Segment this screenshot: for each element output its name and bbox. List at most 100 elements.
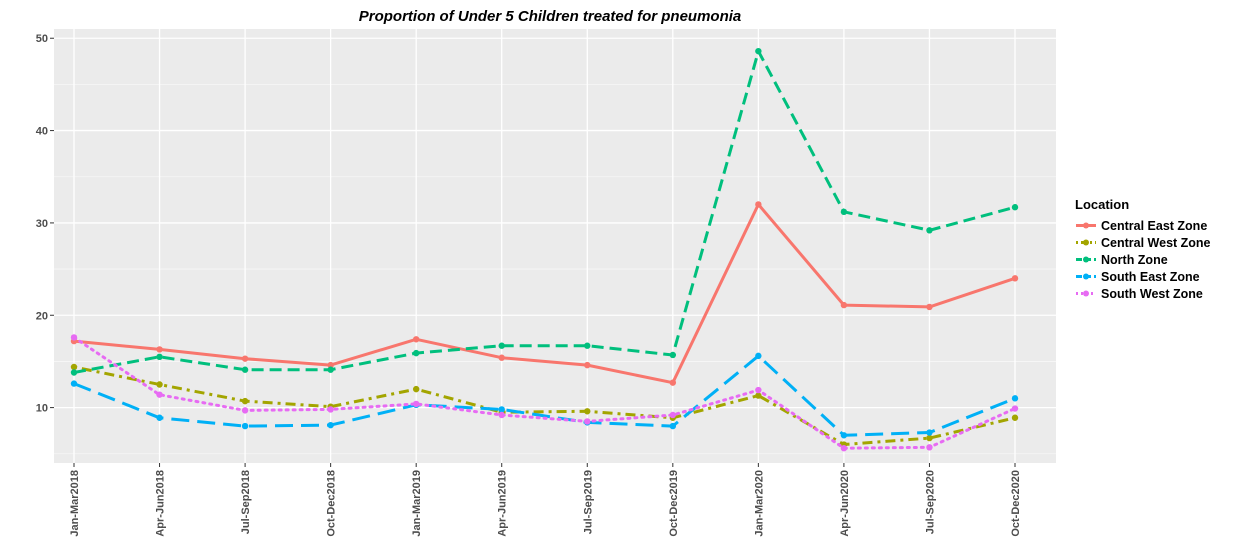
legend-item: South East Zone xyxy=(1075,268,1211,285)
y-tick-label: 40 xyxy=(36,126,48,138)
data-point xyxy=(241,355,249,362)
data-point xyxy=(584,408,591,415)
legend-label: North Zone xyxy=(1101,252,1168,267)
legend-label: Central East Zone xyxy=(1101,218,1208,233)
data-point xyxy=(840,208,848,216)
data-point xyxy=(755,201,762,208)
x-tick-label: Jul-Sep2020 xyxy=(924,470,936,534)
data-point xyxy=(669,379,677,386)
data-point xyxy=(327,421,334,429)
data-point xyxy=(669,351,677,359)
data-point xyxy=(840,301,848,309)
series-north-zone xyxy=(70,47,1019,376)
data-point xyxy=(755,352,762,360)
data-point xyxy=(926,303,933,311)
data-point xyxy=(755,47,762,55)
legend-title: Location xyxy=(1075,197,1130,212)
data-point xyxy=(156,381,163,388)
series-south-west-zone xyxy=(70,334,1019,452)
data-point xyxy=(241,366,249,373)
data-point xyxy=(412,336,420,343)
data-point xyxy=(412,385,420,393)
legend-item: South West Zone xyxy=(1075,285,1211,302)
legend-label: Central West Zone xyxy=(1101,235,1211,250)
data-point xyxy=(840,432,848,439)
data-point xyxy=(327,361,334,369)
legend-key-icon xyxy=(1076,256,1096,263)
data-point xyxy=(70,380,78,387)
legend-key-icon xyxy=(1076,273,1096,280)
data-point xyxy=(156,353,163,361)
x-tick-label: Jul-Sep2018 xyxy=(240,470,252,534)
data-point xyxy=(70,369,78,376)
data-point xyxy=(1011,275,1019,282)
legend-label: South East Zone xyxy=(1101,269,1200,284)
series-south-east-zone xyxy=(70,352,1019,439)
data-point xyxy=(1011,414,1019,421)
legend-items: Central East Zone Central West Zone North … xyxy=(1075,217,1211,302)
series-line xyxy=(73,354,1016,437)
data-point xyxy=(241,422,249,430)
legend-item: Central West Zone xyxy=(1075,234,1211,251)
x-tick-label: Apr-Jun2019 xyxy=(497,470,509,537)
series-lines xyxy=(70,47,1019,452)
data-point xyxy=(70,334,78,341)
data-point xyxy=(669,422,677,430)
data-point xyxy=(412,400,420,408)
x-tick-label: Jan-Mar2018 xyxy=(69,470,81,537)
legend-item: Central East Zone xyxy=(1075,217,1211,234)
x-tick-label: Apr-Jun2020 xyxy=(839,470,851,537)
y-tick-label: 30 xyxy=(36,218,48,230)
legend-label: South West Zone xyxy=(1101,286,1203,301)
data-point xyxy=(1011,204,1019,211)
chart-title: Proportion of Under 5 Children treated f… xyxy=(358,8,742,25)
data-point xyxy=(840,445,848,452)
data-point xyxy=(498,411,505,419)
data-point xyxy=(156,391,163,398)
data-point xyxy=(584,342,591,349)
x-tick-label: Jan-Mar2019 xyxy=(411,470,423,537)
data-point xyxy=(327,406,334,413)
data-point xyxy=(498,354,505,361)
data-point xyxy=(926,434,933,442)
y-tick-label: 50 xyxy=(36,33,48,45)
data-point xyxy=(498,342,505,349)
data-point xyxy=(584,361,591,369)
data-point xyxy=(926,227,933,234)
data-point xyxy=(584,418,591,425)
data-point xyxy=(156,414,163,421)
legend-key-icon xyxy=(1076,290,1096,297)
x-tick-label: Apr-Jun2018 xyxy=(155,470,167,537)
x-tick-label: Oct-Dec2019 xyxy=(668,470,680,537)
y-tick-label: 10 xyxy=(36,403,48,415)
series-central-east-zone xyxy=(70,201,1019,386)
data-point xyxy=(755,386,762,394)
data-point xyxy=(755,392,762,399)
legend-key-icon xyxy=(1076,222,1096,229)
data-point xyxy=(156,346,163,353)
y-tick-label: 20 xyxy=(36,310,48,322)
data-point xyxy=(327,366,334,373)
x-tick-label: Jan-Mar2020 xyxy=(753,470,765,537)
series-line xyxy=(72,335,1017,450)
x-tick-label: Oct-Dec2020 xyxy=(1010,470,1022,537)
data-point xyxy=(498,406,505,413)
data-point xyxy=(1011,405,1019,412)
legend-key-icon xyxy=(1076,239,1096,246)
gridlines xyxy=(54,29,1056,463)
x-tick-label: Oct-Dec2018 xyxy=(326,470,338,537)
plot-panel xyxy=(54,29,1056,463)
data-point xyxy=(70,363,78,371)
data-point xyxy=(669,411,677,419)
axes: 10 20 30 40 50 Jan-Mar2018 Apr-Jun2018 Jul-Sep2… xyxy=(36,33,1022,536)
series-line xyxy=(73,202,1016,385)
x-tick-label: Jul-Sep2019 xyxy=(582,470,594,534)
data-point xyxy=(241,397,249,405)
data-point xyxy=(412,349,420,357)
data-point xyxy=(926,444,933,451)
data-point xyxy=(1011,395,1019,402)
legend-item: North Zone xyxy=(1075,251,1211,268)
data-point xyxy=(241,407,249,414)
series-line xyxy=(73,49,1016,374)
